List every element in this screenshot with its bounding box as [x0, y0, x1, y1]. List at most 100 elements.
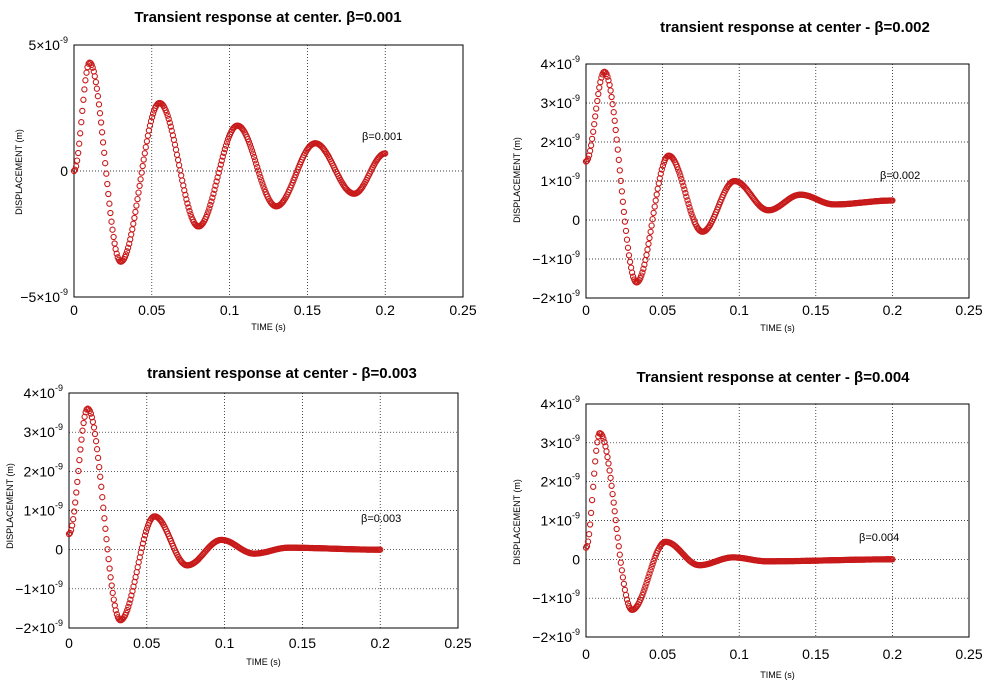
beta-annotation: β=0.004	[859, 532, 899, 544]
data-point	[78, 436, 85, 443]
data-point	[166, 119, 173, 126]
data-point	[587, 142, 595, 149]
data-point	[124, 244, 132, 251]
data-point	[73, 489, 80, 496]
x-tick-label: 0.05	[649, 302, 676, 318]
beta-annotation: β=0.002	[880, 170, 920, 182]
data-point	[246, 141, 254, 148]
data-point	[617, 177, 624, 185]
data-point	[144, 132, 152, 139]
y-tick-label: 3×10-9	[540, 93, 580, 111]
data-point	[137, 176, 144, 183]
data-point	[657, 170, 664, 177]
beta-annotation: β=0.003	[361, 513, 401, 525]
data-point	[676, 169, 683, 176]
y-tick-label: 0	[60, 163, 68, 179]
data-point	[220, 149, 228, 156]
data-point	[99, 139, 107, 146]
y-axis-label: DISPLACEMENT (m)	[512, 137, 522, 223]
data-point	[148, 114, 156, 121]
data-point	[107, 209, 114, 217]
data-point	[654, 185, 661, 192]
data-point	[90, 424, 98, 431]
data-point	[210, 190, 217, 197]
x-tick-label: 0.1	[729, 646, 749, 662]
data-point	[621, 218, 629, 225]
data-point	[593, 105, 600, 112]
x-axis-label: TIME (s)	[760, 323, 795, 333]
data-point	[257, 173, 264, 181]
data-point	[607, 87, 614, 94]
data-point	[70, 516, 77, 523]
data-point	[639, 269, 646, 276]
data-point	[106, 565, 113, 572]
data-point	[100, 504, 107, 511]
x-axis-label: TIME (s)	[251, 322, 286, 332]
data-point	[82, 77, 89, 84]
data-point	[125, 603, 132, 611]
data-point	[212, 182, 219, 189]
data-point	[249, 150, 257, 157]
data-point	[98, 483, 105, 490]
data-point	[620, 208, 628, 216]
data-point	[103, 170, 110, 177]
data-point	[164, 112, 171, 119]
data-point	[606, 467, 613, 474]
plot-frame	[68, 392, 459, 629]
data-series	[582, 430, 896, 613]
data-point	[600, 435, 607, 442]
data-point	[89, 64, 96, 71]
data-point	[79, 427, 86, 434]
data-point	[184, 200, 191, 207]
data-point	[608, 482, 615, 489]
data-point	[684, 197, 691, 204]
data-point	[111, 602, 118, 609]
data-point	[101, 149, 108, 156]
data-point	[134, 564, 141, 571]
data-point	[680, 182, 687, 189]
data-point	[590, 128, 597, 135]
data-point	[889, 197, 896, 204]
data-point	[112, 607, 119, 614]
data-point	[141, 150, 148, 157]
data-point	[606, 81, 613, 89]
data-point	[640, 265, 647, 272]
data-point	[627, 264, 635, 271]
x-tick-label: 0.1	[215, 635, 235, 651]
x-tick-label: 0.1	[220, 302, 240, 318]
data-point	[646, 234, 653, 242]
data-point	[650, 209, 657, 217]
data-point	[601, 438, 608, 446]
data-point	[646, 570, 653, 577]
data-point	[611, 508, 618, 515]
data-point	[80, 419, 87, 427]
data-point	[610, 499, 617, 506]
data-point	[149, 110, 157, 117]
data-point	[91, 73, 98, 80]
data-point	[177, 167, 184, 174]
data-point	[585, 531, 593, 538]
data-point	[173, 151, 181, 158]
data-point	[647, 228, 654, 235]
data-point	[185, 204, 192, 211]
data-point	[682, 189, 689, 197]
data-point	[77, 130, 84, 137]
y-tick-label: −1×10-9	[532, 249, 580, 267]
data-point	[187, 211, 194, 218]
data-point	[644, 576, 651, 584]
data-point	[108, 218, 115, 225]
data-point	[109, 226, 116, 233]
data-point	[619, 198, 627, 205]
data-point	[620, 580, 628, 588]
data-point	[128, 592, 135, 599]
data-point	[107, 574, 114, 581]
data-point	[652, 197, 659, 204]
data-point	[586, 521, 594, 528]
data-point	[614, 534, 621, 541]
data-point	[643, 580, 650, 587]
data-point	[617, 559, 624, 566]
y-tick-label: −2×10-9	[15, 618, 63, 636]
data-point	[66, 529, 74, 537]
data-point	[208, 198, 215, 205]
data-point	[260, 183, 267, 190]
